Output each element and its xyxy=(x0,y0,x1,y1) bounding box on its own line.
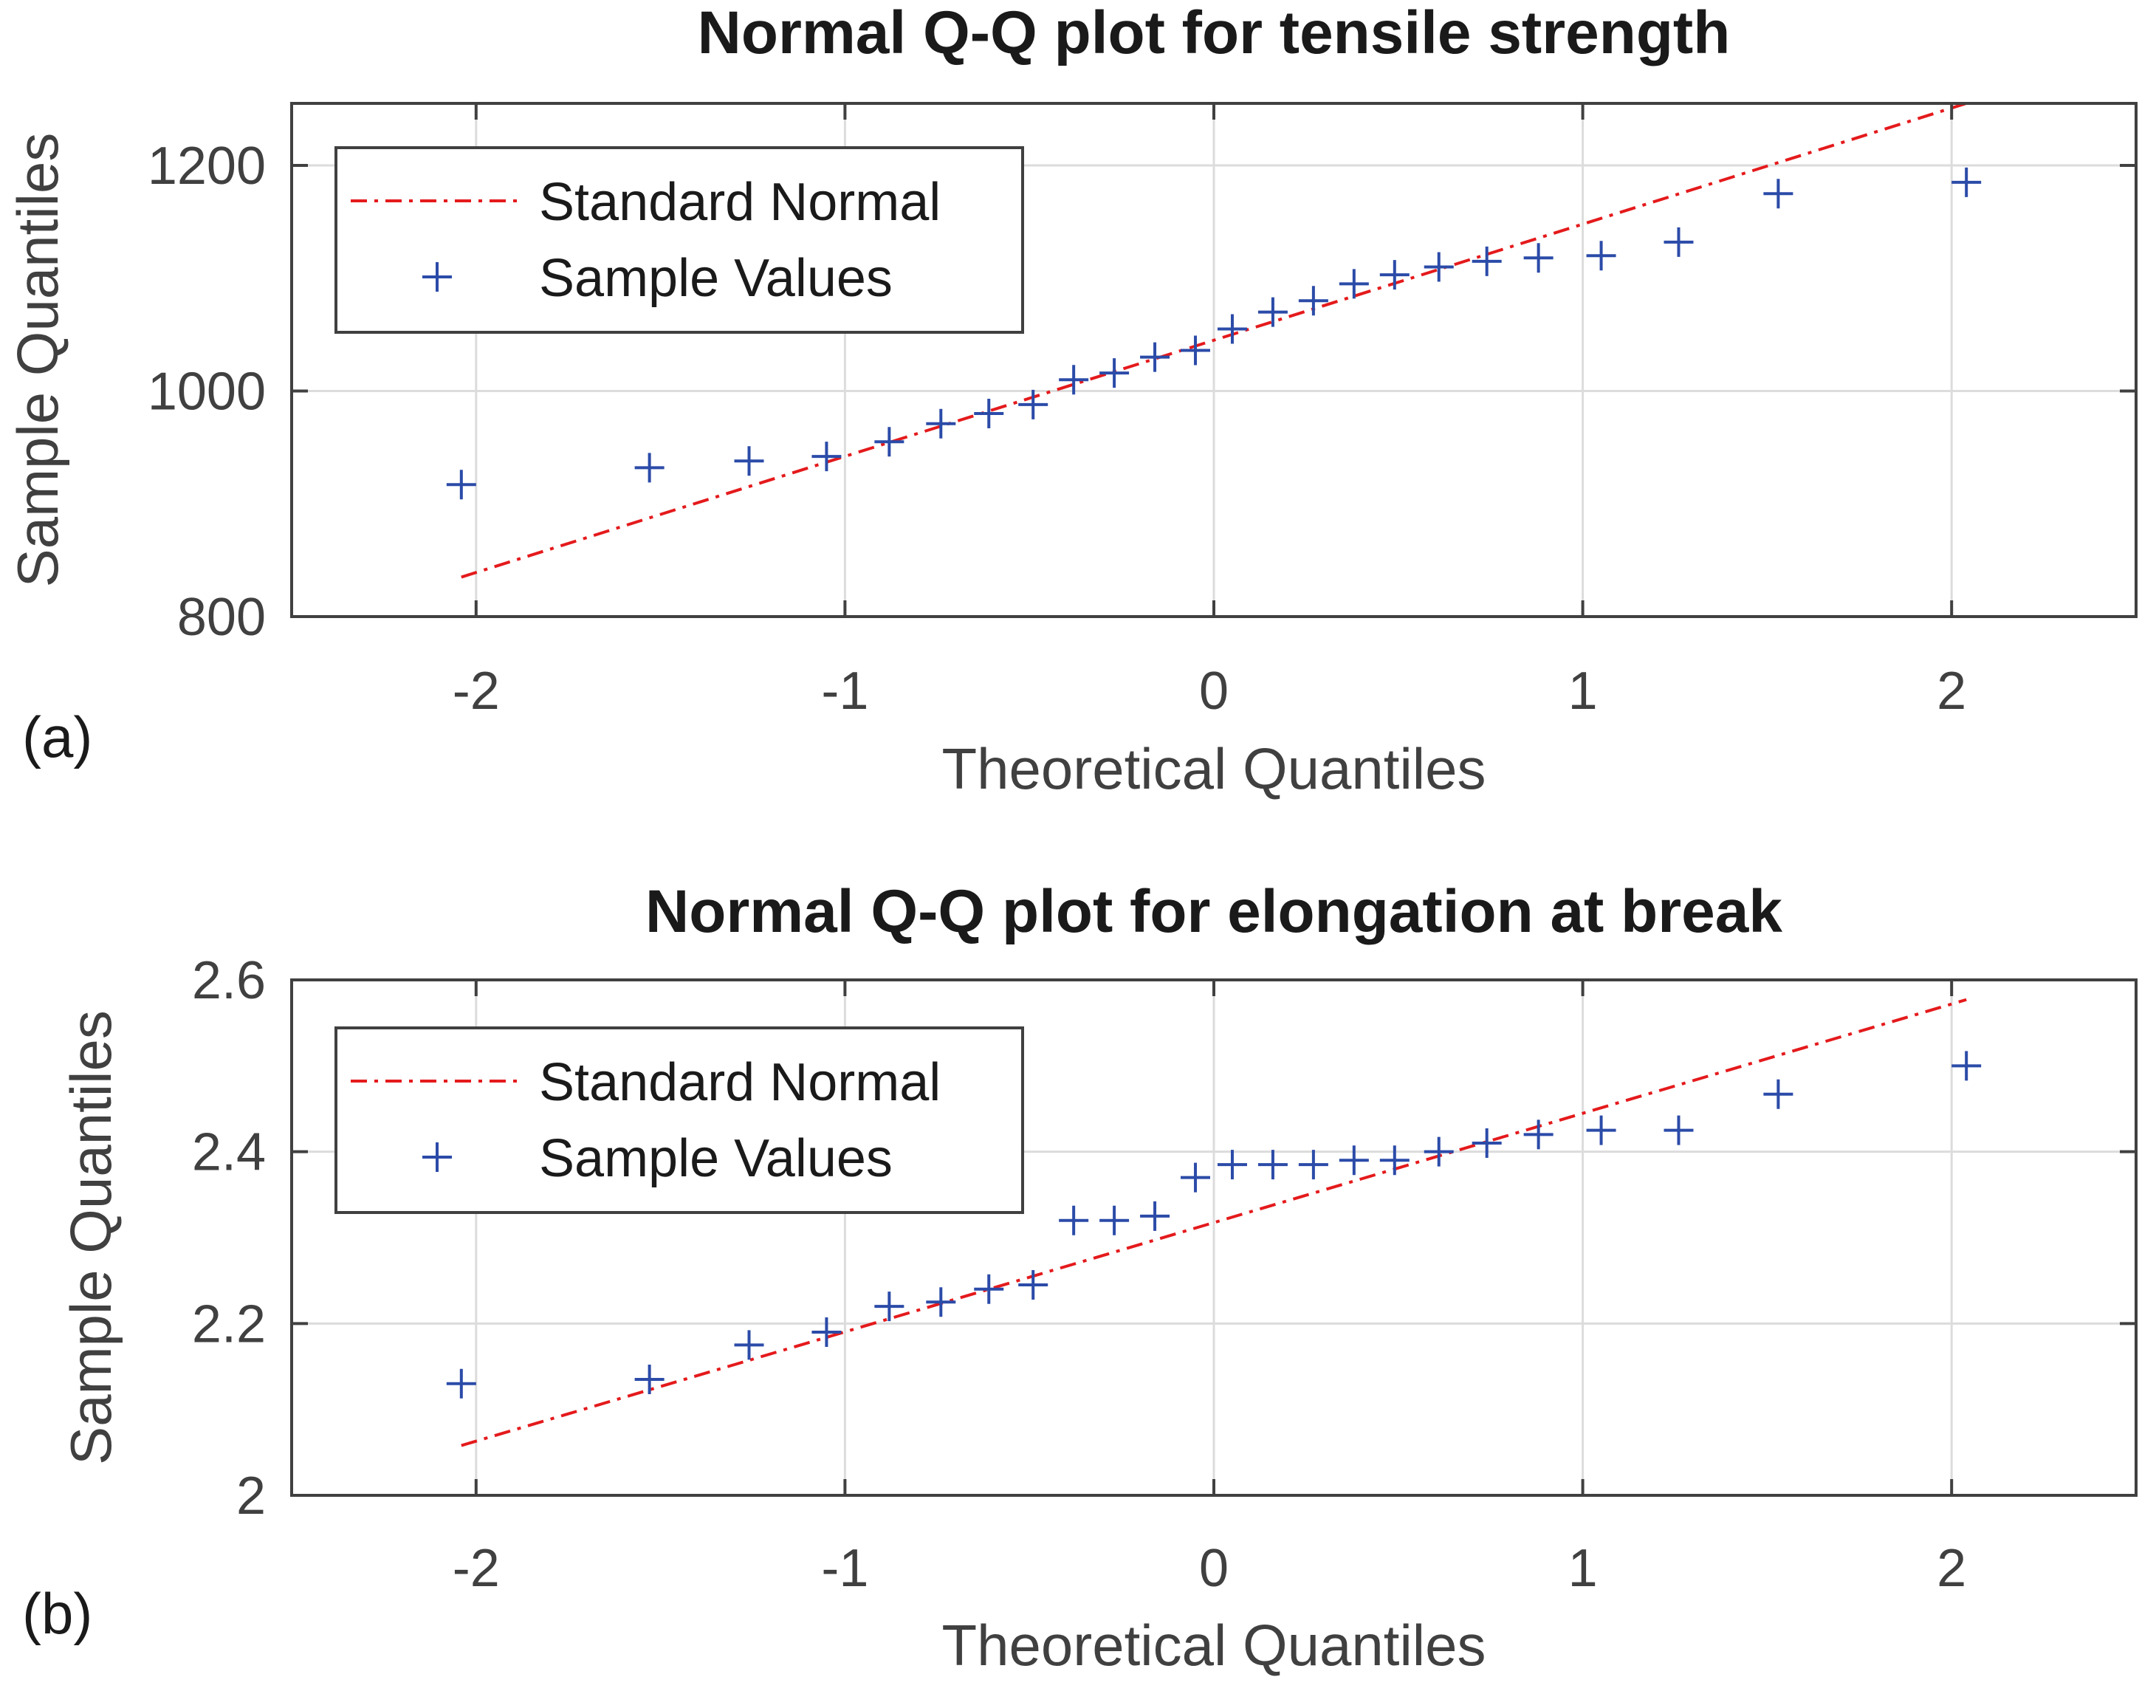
sample-point xyxy=(1217,314,1247,344)
sample-point xyxy=(1586,1115,1616,1145)
x-tick-label: 2 xyxy=(1937,662,1966,721)
legend-label: Sample Values xyxy=(539,249,893,308)
sample-point xyxy=(926,1287,956,1317)
x-axis-label: Theoretical Quantiles xyxy=(941,1613,1486,1678)
sample-point xyxy=(1472,246,1502,276)
y-axis-label: Sample Quantiles xyxy=(5,133,70,588)
sample-point xyxy=(1140,342,1170,372)
sample-point xyxy=(1298,286,1328,316)
legend-marker-swatch xyxy=(422,262,452,292)
y-tick-label: 2.2 xyxy=(192,1294,266,1354)
sample-point xyxy=(1339,1145,1369,1176)
x-tick-label: 2 xyxy=(1937,1539,1966,1598)
sample-point xyxy=(1018,389,1048,419)
legend: Standard Normal Sample Values xyxy=(334,1026,1024,1214)
sample-point xyxy=(1523,243,1554,273)
sample-point xyxy=(1181,335,1211,366)
sample-point xyxy=(1257,297,1288,327)
panel-label: (b) xyxy=(22,1581,92,1646)
sample-point xyxy=(734,1330,764,1360)
sample-point xyxy=(874,427,904,457)
legend: Standard Normal Sample Values xyxy=(334,146,1024,334)
sample-point xyxy=(1099,358,1130,388)
y-axis-label: Sample Quantiles xyxy=(58,1010,123,1465)
x-tick-label: 1 xyxy=(1568,1539,1598,1598)
x-tick-label: 0 xyxy=(1199,662,1229,721)
legend-marker-swatch xyxy=(422,1142,452,1172)
sample-point xyxy=(446,470,476,500)
sample-point xyxy=(974,1274,1004,1304)
y-tick-label: 1000 xyxy=(148,363,266,422)
chart-panel-b: -2 -1 0 1 2 2 2.2 2.4 2.6 Normal Q-Q plot for elo… xyxy=(22,878,2138,1678)
x-tick-label: -1 xyxy=(821,1539,868,1598)
sample-point xyxy=(1339,269,1369,299)
panel-label: (a) xyxy=(22,704,92,769)
sample-point xyxy=(1059,365,1089,395)
sample-point xyxy=(734,446,764,476)
series-group xyxy=(446,103,1982,579)
reference-line-standard-normal xyxy=(461,998,1967,1447)
sample-point xyxy=(1257,1150,1288,1180)
sample-point xyxy=(1523,1119,1554,1150)
sample-point xyxy=(1379,1145,1410,1176)
sample-point xyxy=(1217,1150,1247,1180)
sample-point xyxy=(634,453,665,483)
sample-point xyxy=(1181,1162,1211,1193)
sample-point xyxy=(811,442,842,472)
sample-point xyxy=(1140,1201,1170,1231)
x-tick-label: -2 xyxy=(453,1539,500,1598)
sample-point xyxy=(974,399,1004,429)
sample-point xyxy=(926,408,956,439)
series-group xyxy=(446,998,1982,1447)
y-tick-label: 800 xyxy=(177,588,266,647)
sample-point xyxy=(446,1368,476,1399)
x-tick-label: 0 xyxy=(1199,1539,1229,1598)
legend-label: Standard Normal xyxy=(539,1053,941,1112)
sample-point xyxy=(1664,227,1694,257)
sample-point xyxy=(1586,241,1616,271)
legend-box xyxy=(334,1026,1024,1214)
sample-point xyxy=(811,1317,842,1347)
legend-box xyxy=(334,146,1024,334)
reference-line-standard-normal xyxy=(461,103,1967,579)
x-tick-label: -1 xyxy=(821,662,868,721)
sample-point xyxy=(1379,260,1410,290)
sample-point xyxy=(874,1292,904,1322)
y-tick-label: 2.4 xyxy=(192,1123,266,1182)
sample-point xyxy=(1424,1136,1454,1167)
sample-point xyxy=(1763,179,1793,209)
x-tick-label: -2 xyxy=(453,662,500,721)
sample-point xyxy=(1424,252,1454,282)
chart-title: Normal Q-Q plot for tensile strength xyxy=(698,0,1731,66)
sample-point xyxy=(1059,1205,1089,1235)
x-tick-label: 1 xyxy=(1568,662,1598,721)
chart-title: Normal Q-Q plot for elongation at break xyxy=(645,878,1782,945)
y-tick-label: 1200 xyxy=(148,137,266,196)
sample-point xyxy=(1664,1115,1694,1145)
sample-point xyxy=(1951,167,1982,197)
y-tick-label: 2 xyxy=(236,1467,266,1526)
chart-panel-a: -2 -1 0 1 2 800 1000 1200 Normal Q-Q plot for te… xyxy=(5,0,2138,801)
x-axis-label: Theoretical Quantiles xyxy=(941,736,1486,801)
sample-point xyxy=(1472,1128,1502,1159)
sample-point xyxy=(1298,1150,1328,1180)
y-tick-label: 2.6 xyxy=(192,951,266,1010)
sample-point xyxy=(1763,1079,1793,1109)
legend-label: Standard Normal xyxy=(539,173,941,232)
sample-point xyxy=(1099,1205,1130,1235)
legend-label: Sample Values xyxy=(539,1129,893,1188)
sample-point xyxy=(1018,1269,1048,1300)
sample-point xyxy=(634,1364,665,1394)
sample-point xyxy=(1951,1051,1982,1081)
